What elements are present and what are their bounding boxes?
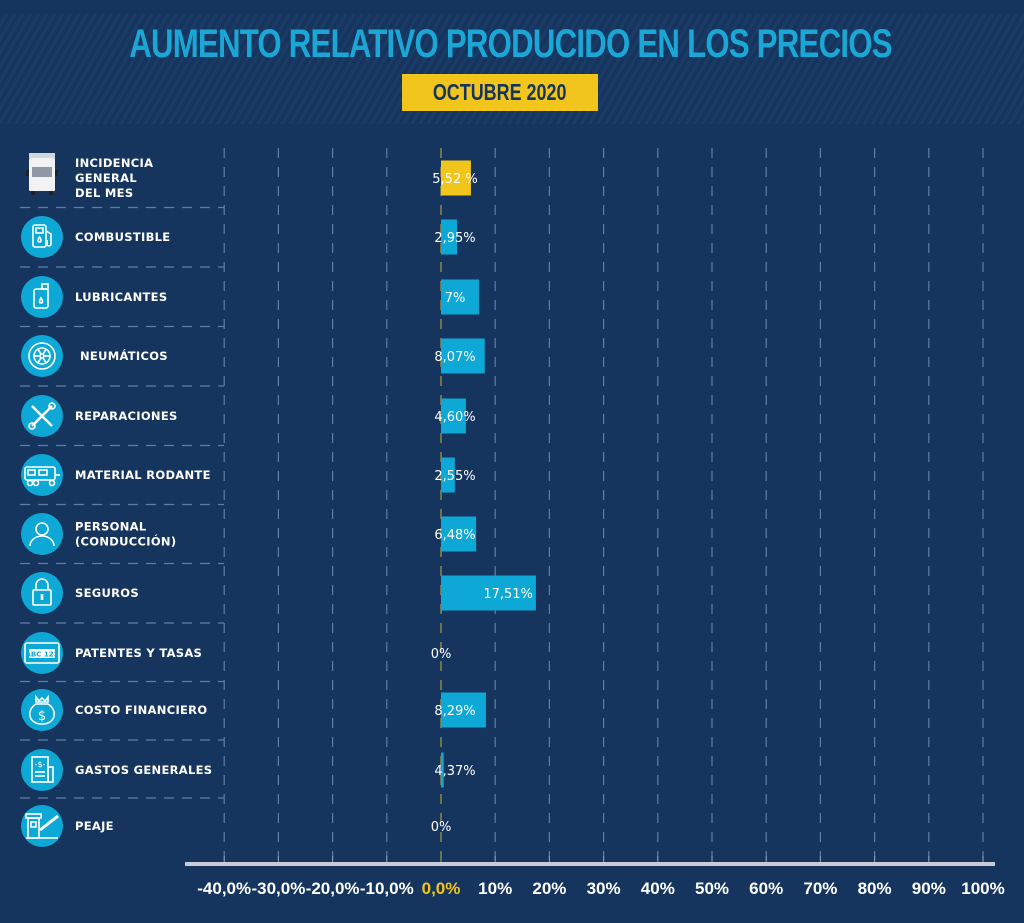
x-tick-label: -20,0% <box>306 879 360 898</box>
category-label: PATENTES Y TASAS <box>75 646 202 660</box>
bar <box>441 692 486 728</box>
data-label: 5,52 % <box>432 172 477 187</box>
chart-subtitle: OCTUBRE 2020 <box>433 79 567 105</box>
data-label: 0% <box>431 820 452 835</box>
data-label: 4,60% <box>434 410 475 425</box>
category-label: COMBUSTIBLE <box>75 230 170 244</box>
category-label: MATERIAL RODANTE <box>75 468 211 482</box>
toll-booth-icon <box>21 805 63 847</box>
chart-subtitle-badge: OCTUBRE 2020 <box>402 74 598 111</box>
svg-text:ABC 123: ABC 123 <box>26 651 59 659</box>
category-label: (CONDUCCIÓN) <box>75 534 176 549</box>
category-label: GASTOS GENERALES <box>75 763 212 777</box>
category-label: SEGUROS <box>75 586 139 600</box>
bar <box>441 457 455 493</box>
x-tick-label: 60% <box>749 879 783 898</box>
bar <box>441 338 485 374</box>
data-label: 4,37% <box>434 764 475 779</box>
x-tick-label: 20% <box>532 879 566 898</box>
x-tick-label: 0,0% <box>422 879 461 898</box>
x-tick-label: 100% <box>961 879 1004 898</box>
data-label: 6,48% <box>434 528 475 543</box>
data-label: 8,07% <box>434 350 475 365</box>
lock-icon <box>21 572 63 614</box>
bar <box>441 279 479 315</box>
tire-icon <box>21 335 63 377</box>
x-tick-label: -30,0% <box>251 879 305 898</box>
bar <box>441 398 466 434</box>
trailer-icon <box>21 454 63 496</box>
x-tick-label: 90% <box>912 879 946 898</box>
bar <box>441 160 471 196</box>
x-tick-label: -40,0% <box>197 879 251 898</box>
oil-can-icon <box>21 276 63 318</box>
data-label: 0% <box>431 647 452 662</box>
category-label: LUBRICANTES <box>75 290 167 304</box>
data-label: 8,29% <box>434 704 475 719</box>
x-tick-label: 70% <box>803 879 837 898</box>
category-label: NEUMÁTICOS <box>80 348 168 363</box>
person-icon <box>21 513 63 555</box>
money-bag-icon: $ <box>21 689 63 731</box>
data-label: 2,55% <box>434 469 475 484</box>
chart-title: AUMENTO RELATIVO PRODUCIDO EN LOS PRECIO… <box>129 22 892 66</box>
x-tick-label: -10,0% <box>360 879 414 898</box>
x-tick-label: 80% <box>858 879 892 898</box>
category-label: COSTO FINANCIERO <box>75 703 207 717</box>
svg-text:$: $ <box>38 709 46 724</box>
truck-icon <box>26 153 58 195</box>
bar <box>441 575 536 611</box>
receipt-icon: -$- <box>21 749 63 791</box>
bar <box>441 516 477 552</box>
data-label: 7% <box>445 291 466 306</box>
x-tick-label: 50% <box>695 879 729 898</box>
fuel-pump-icon <box>21 216 63 258</box>
category-label: PERSONAL <box>75 520 147 534</box>
category-label: DEL MES <box>75 186 133 200</box>
category-label: PEAJE <box>75 819 114 833</box>
bar <box>441 219 457 255</box>
x-tick-label: 40% <box>641 879 675 898</box>
category-label: INCIDENCIA <box>75 156 153 170</box>
data-label: 17,51% <box>483 587 533 602</box>
tools-icon <box>21 395 63 437</box>
svg-text:-$-: -$- <box>35 760 46 769</box>
category-label: REPARACIONES <box>75 409 178 423</box>
x-tick-label: 10% <box>478 879 512 898</box>
x-tick-label: 30% <box>587 879 621 898</box>
category-label: GENERAL <box>75 171 137 185</box>
data-label: 2,95% <box>434 231 475 246</box>
bar <box>441 752 444 788</box>
license-plate-icon: ABC 123 <box>21 632 63 674</box>
